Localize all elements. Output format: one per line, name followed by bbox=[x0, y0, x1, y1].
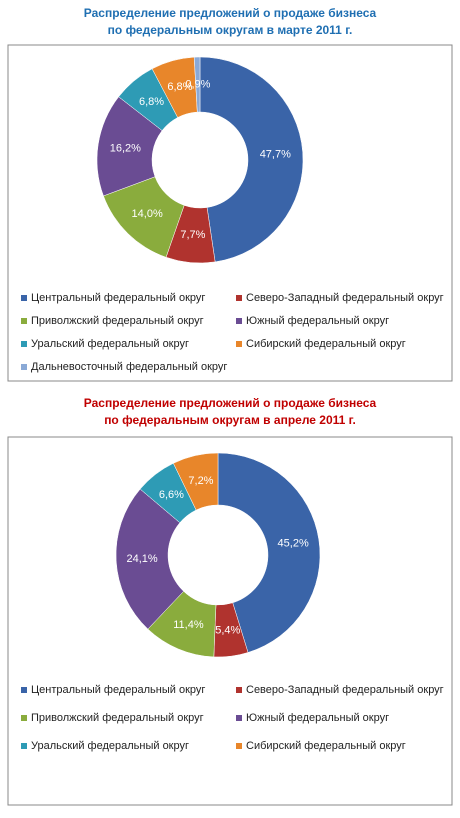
legend-swatch bbox=[236, 318, 242, 324]
legend-label: Южный федеральный округ bbox=[246, 712, 389, 724]
donut-slice bbox=[115, 488, 184, 630]
donut-slice bbox=[199, 56, 304, 263]
legend-swatch bbox=[21, 341, 27, 347]
legend-swatch bbox=[21, 318, 27, 324]
legend-swatch bbox=[21, 364, 27, 370]
data-label: 6,6% bbox=[159, 489, 184, 501]
data-label: 7,2% bbox=[188, 475, 213, 487]
data-label: 11,4% bbox=[173, 619, 204, 631]
data-label: 45,2% bbox=[278, 538, 309, 550]
data-label: 16,2% bbox=[110, 142, 141, 154]
legend-swatch bbox=[21, 295, 27, 301]
legend-label: Центральный федеральный округ bbox=[31, 292, 205, 304]
legend-swatch bbox=[21, 687, 27, 693]
donut-slice bbox=[173, 452, 219, 511]
legend-swatch bbox=[236, 341, 242, 347]
data-label: 24,1% bbox=[127, 553, 158, 565]
chart-title: по федеральным округам в марте 2011 г. bbox=[108, 23, 353, 37]
data-label: 47,7% bbox=[260, 148, 291, 160]
data-label: 5,4% bbox=[215, 624, 240, 636]
legend-swatch bbox=[21, 743, 27, 749]
chart-title: Распределение предложений о продаже бизн… bbox=[84, 6, 377, 20]
data-label: 6,8% bbox=[167, 81, 192, 93]
legend-swatch bbox=[21, 715, 27, 721]
legend-label: Уральский федеральный округ bbox=[31, 338, 189, 350]
legend-label: Приволжский федеральный округ bbox=[31, 315, 204, 327]
data-label: 0,9% bbox=[185, 78, 210, 90]
chart-title: Распределение предложений о продаже бизн… bbox=[84, 396, 377, 410]
legend-label: Сибирский федеральный округ bbox=[246, 740, 406, 752]
chart-title: по федеральным округам в апреле 2011 г. bbox=[104, 413, 356, 427]
legend-label: Дальневосточный федеральный округ bbox=[31, 361, 227, 373]
legend-swatch bbox=[236, 743, 242, 749]
legend-label: Южный федеральный округ bbox=[246, 315, 389, 327]
legend-label: Центральный федеральный округ bbox=[31, 684, 205, 696]
legend-label: Приволжский федеральный округ bbox=[31, 712, 204, 724]
legend-label: Северо-Западный федеральный округ bbox=[246, 292, 444, 304]
legend-label: Сибирский федеральный округ bbox=[246, 338, 406, 350]
legend-swatch bbox=[236, 295, 242, 301]
legend-swatch bbox=[236, 687, 242, 693]
legend-label: Северо-Западный федеральный округ bbox=[246, 684, 444, 696]
data-label: 7,7% bbox=[180, 229, 205, 241]
legend-label: Уральский федеральный округ bbox=[31, 740, 189, 752]
donut-slice bbox=[193, 56, 201, 113]
data-label: 14,0% bbox=[132, 208, 163, 220]
legend-swatch bbox=[236, 715, 242, 721]
data-label: 6,8% bbox=[139, 96, 164, 108]
donut-slice bbox=[217, 452, 321, 653]
